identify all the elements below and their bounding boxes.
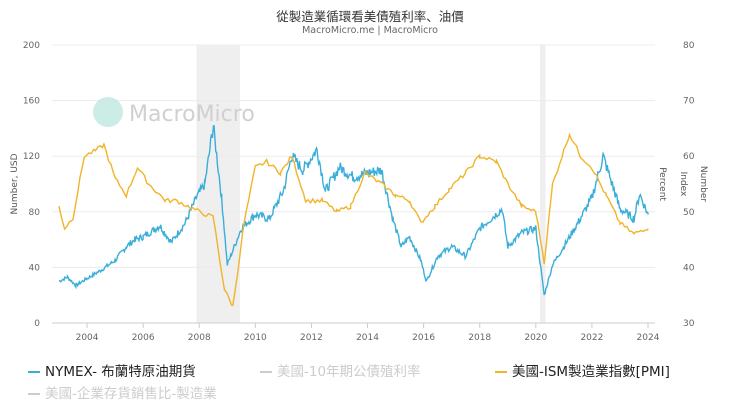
chart-subtitle: MacroMicro.me | MacroMicro [302,25,438,36]
x-tick-label: 2008 [188,333,211,343]
right-axis-title: Index [678,172,688,197]
left-tick-label: 40 [29,263,41,273]
legend-item-brent[interactable]: NYMEX- 布蘭特原油期貨 [28,360,196,380]
legend-item-ism-pmi[interactable]: 美國-ISM製造業指數[PMI] [495,360,670,380]
legend-item-10y-yield[interactable]: 美國-10年期公債殖利率 [260,360,421,380]
x-tick-label: 2020 [524,333,547,343]
right-tick-label: 60 [683,152,695,162]
right-tick-label: 30 [683,319,695,329]
left-tick-label: 80 [29,208,41,218]
x-tick-label: 2012 [300,333,323,343]
x-tick-label: 2022 [580,333,603,343]
legend-item-inventory-sales[interactable]: 美國-企業存貨銷售比-製造業 [28,382,217,402]
x-tick-label: 2016 [412,333,435,343]
legend-swatch [260,371,272,373]
legend-label: 美國-企業存貨銷售比-製造業 [45,386,217,402]
series-line-2 [58,132,649,306]
left-tick-label: 160 [23,97,40,107]
recession-band [540,45,546,323]
legend-label: NYMEX- 布蘭特原油期貨 [45,364,196,380]
legend-swatch [28,393,40,395]
x-tick-label: 2006 [132,333,155,343]
x-tick-label: 2024 [637,333,660,343]
right-tick-label: 50 [683,208,695,218]
legend-swatch [28,371,40,373]
legend-swatch [495,371,507,373]
watermark-text: MacroMicro [129,102,255,127]
right-tick-label: 80 [683,41,695,51]
recession-band [196,45,240,323]
left-tick-label: 200 [23,41,40,51]
legend-label: 美國-ISM製造業指數[PMI] [512,364,670,380]
left-axis-title: Number, USD [10,153,20,214]
x-tick-label: 2010 [244,333,267,343]
watermark-logo-icon [93,97,123,127]
legend-label: 美國-10年期公債殖利率 [277,364,421,380]
x-tick-label: 2004 [76,333,99,343]
x-tick-label: 2014 [356,333,379,343]
chart-title: 從製造業循環看美債殖利率、油價 [276,9,464,24]
right-axis-title: Percent [657,167,667,201]
right-axis-title: Number [698,166,708,202]
left-tick-label: 120 [23,152,40,162]
x-tick-label: 2018 [468,333,491,343]
left-tick-label: 0 [34,319,40,329]
right-tick-label: 70 [683,97,695,107]
right-tick-label: 40 [683,263,695,273]
series-line-0 [58,125,649,296]
